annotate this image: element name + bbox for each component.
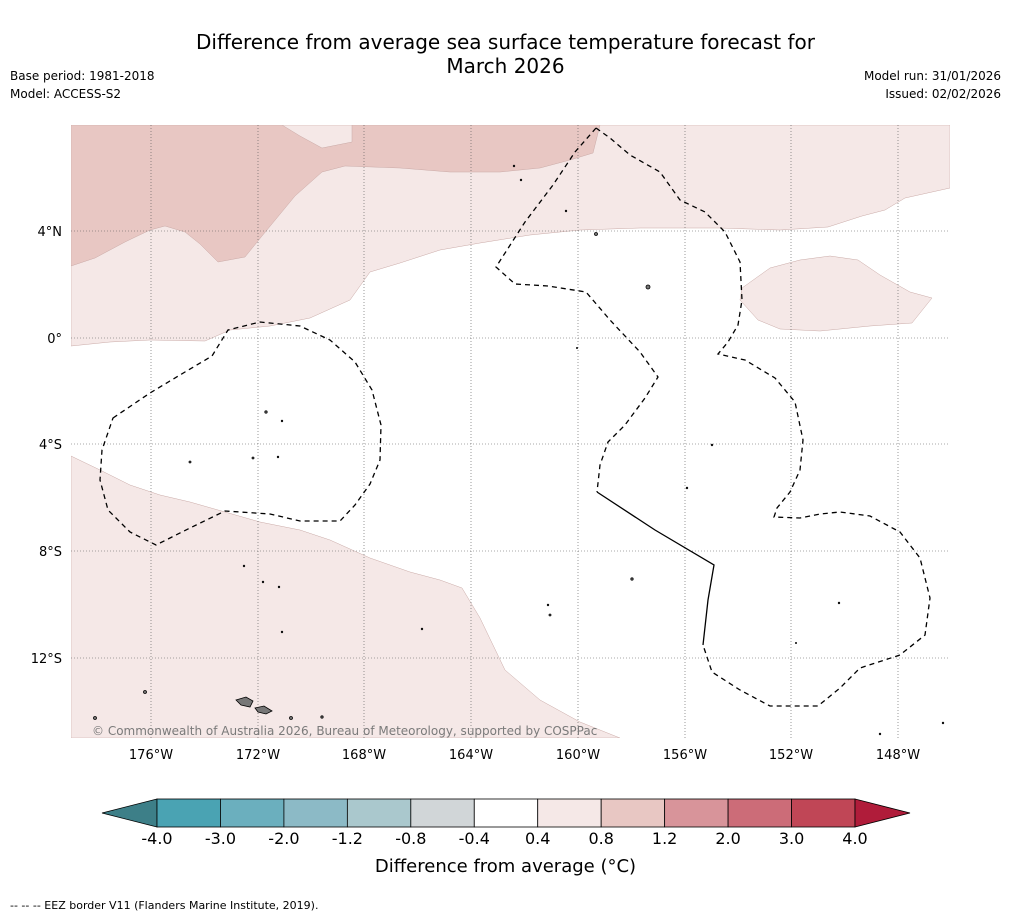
- colorbar-bin: [220, 798, 285, 828]
- island-dot: [795, 642, 798, 645]
- model-name: Model: ACCESS-S2: [10, 87, 122, 101]
- title-line-2: March 2026: [446, 54, 565, 78]
- copyright-notice: © Commonwealth of Australia 2026, Bureau…: [92, 724, 598, 738]
- colorbar-tick-label: 2.0: [715, 829, 740, 848]
- lat-label-4n: 4°N: [38, 225, 63, 240]
- colorbar-over-arrow: [854, 798, 911, 828]
- island-dot: [143, 690, 147, 694]
- eez-borders: [99, 127, 931, 707]
- colorbar-ticks: -4.0 -3.0 -2.0 -1.2 -0.8 -0.4 0.4 0.8 1.2 2.0 3.0 4…: [141, 829, 867, 848]
- colorbar-tick-label: -4.0: [141, 829, 172, 848]
- colorbar-bin: [410, 798, 475, 828]
- colorbar-bin: [346, 798, 412, 828]
- colorbar-tick-label: 4.0: [842, 829, 867, 848]
- island-dot: [276, 455, 280, 459]
- lon-label-164w: 164°W: [449, 748, 493, 763]
- island-dot: [242, 564, 246, 568]
- graticule: [71, 125, 950, 738]
- island-dot: [645, 284, 651, 290]
- colorbar-bin: [600, 798, 666, 828]
- issued-date: Issued: 02/02/2026: [885, 87, 1001, 101]
- island-dot: [878, 732, 882, 736]
- meta-left: Base period: 1981-2018 Model: ACCESS-S2: [10, 67, 155, 103]
- colorbar-bin: [727, 798, 792, 828]
- island-dot: [564, 209, 568, 213]
- island-dot: [280, 630, 284, 634]
- island-large-b: [254, 705, 273, 715]
- colorbar-label: Difference from average (°C): [374, 856, 637, 877]
- anomaly-region-southwest-light: [71, 455, 621, 738]
- island-dot: [277, 585, 281, 589]
- island-dot: [93, 716, 97, 720]
- colorbar-tick-label: 0.4: [525, 829, 550, 848]
- model-run: Model run: 31/01/2026: [863, 69, 1001, 83]
- island-dot: [837, 601, 841, 605]
- base-period: Base period: 1981-2018: [10, 69, 155, 83]
- colorbar-under-arrow: [101, 798, 158, 828]
- colorbar-tick-label: 1.2: [652, 829, 677, 848]
- island-dot: [280, 419, 284, 423]
- colorbar-tick-label: -2.0: [268, 829, 299, 848]
- colorbar-bins: [156, 798, 856, 828]
- colorbar-tick-label: 3.0: [779, 829, 804, 848]
- colorbar-tick-label: -1.2: [332, 829, 363, 848]
- colorbar-bin: [537, 798, 602, 828]
- eez-border-solid: [596, 491, 715, 646]
- island-dot: [546, 603, 550, 607]
- colorbar-bin: [664, 798, 729, 828]
- island-dot: [576, 346, 579, 349]
- eez-legend-note: -- -- -- EEZ border V11 (Flanders Marine…: [10, 899, 319, 912]
- island-dot: [685, 486, 689, 490]
- lat-label-4s: 4°S: [39, 438, 62, 453]
- island-dot: [630, 577, 634, 581]
- island-dot: [261, 580, 265, 584]
- colorbar-bin: [791, 798, 856, 828]
- lon-label-152w: 152°W: [769, 748, 813, 763]
- anomaly-region-east-light: [739, 255, 933, 332]
- island-dot: [188, 460, 192, 464]
- island-dot: [710, 443, 714, 447]
- island-dot: [941, 721, 945, 725]
- colorbar-bin: [473, 798, 539, 828]
- colorbar-tick-label: 0.8: [588, 829, 613, 848]
- lon-label-148w: 148°W: [876, 748, 920, 763]
- map-panel: [71, 125, 950, 738]
- eez-border-west: [99, 321, 382, 546]
- eez-border-solid-segment: [596, 491, 715, 646]
- lon-label-172w: 172°W: [236, 748, 280, 763]
- island-large-a: [235, 696, 254, 708]
- meta-right: Model run: 31/01/2026 Issued: 02/02/2026: [864, 67, 1001, 103]
- island-dot: [420, 627, 424, 631]
- colorbar-tick-label: -0.8: [395, 829, 426, 848]
- lon-label-156w: 156°W: [663, 748, 707, 763]
- island-dot: [594, 232, 598, 236]
- map: 4°N 0° 4°S 8°S 12°S 176°W 172°W 168°W 16…: [31, 125, 950, 763]
- island-dot: [320, 715, 324, 719]
- eez-border-central-west: [495, 127, 659, 493]
- island-dot: [548, 613, 552, 617]
- island-dot: [289, 716, 293, 720]
- island-dot: [512, 164, 516, 168]
- colorbar-bin: [283, 798, 348, 828]
- map-title: Difference from average sea surface temp…: [0, 30, 1011, 78]
- title-line-1: Difference from average sea surface temp…: [195, 30, 815, 54]
- lon-label-168w: 168°W: [342, 748, 386, 763]
- colorbar-tick-label: -0.4: [459, 829, 490, 848]
- colorbar-bin: [156, 798, 221, 828]
- lat-label-8s: 8°S: [39, 545, 62, 560]
- lat-label-12s: 12°S: [31, 652, 62, 667]
- eez-border-central: [595, 127, 931, 707]
- islands: [93, 164, 945, 736]
- lat-label-0: 0°: [47, 332, 62, 347]
- island-dot: [251, 456, 255, 460]
- colorbar-tick-label: -3.0: [205, 829, 236, 848]
- island-dot: [519, 178, 523, 182]
- lon-label-160w: 160°W: [556, 748, 600, 763]
- colorbar: -4.0 -3.0 -2.0 -1.2 -0.8 -0.4 0.4 0.8 1.2 2.0 3.0 4…: [101, 798, 911, 848]
- lon-label-176w: 176°W: [129, 748, 173, 763]
- island-dot: [264, 410, 268, 414]
